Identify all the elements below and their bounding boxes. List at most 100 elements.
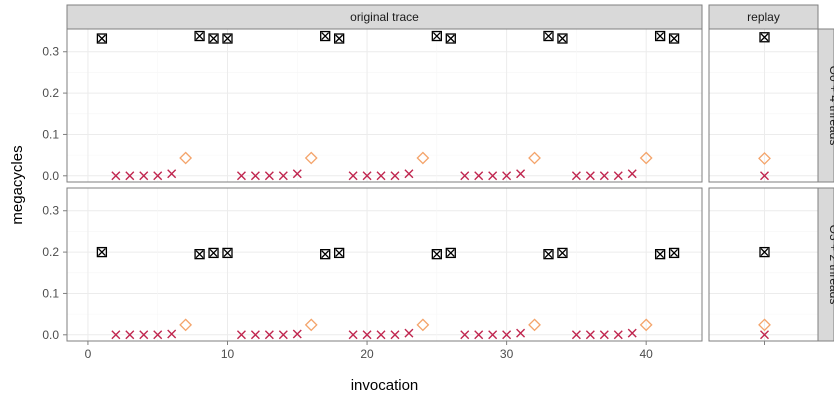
point-boxed-x-cross	[656, 250, 665, 259]
point-boxed-x-cross	[335, 34, 344, 43]
point-x	[125, 171, 135, 181]
y-tick-label: 0.2	[42, 86, 59, 100]
point-boxed-x-cross	[544, 32, 553, 40]
point-x	[404, 169, 414, 179]
point-boxed-x-square	[208, 247, 219, 259]
point-boxed-x-square	[431, 30, 442, 42]
point-boxed-x	[320, 30, 331, 42]
point-boxed-x-square	[668, 247, 680, 259]
point-x	[167, 169, 177, 179]
point-x	[139, 330, 149, 340]
point-boxed-x-square	[194, 249, 205, 260]
point-boxed-x-cross	[209, 248, 218, 257]
point-x	[460, 171, 470, 181]
point-x	[585, 171, 595, 181]
point-diamond	[639, 151, 653, 165]
point-diamond	[758, 152, 771, 165]
point-boxed-x-square	[759, 246, 770, 258]
point-boxed-x-square	[759, 32, 770, 43]
point-diamond	[304, 151, 318, 165]
point-boxed-x-cross	[446, 34, 455, 43]
point-x	[292, 329, 302, 339]
point-diamond	[304, 318, 318, 332]
y-tick-label: 0.0	[42, 169, 59, 183]
point-x	[474, 330, 484, 340]
point-boxed-x	[668, 33, 680, 44]
point-boxed-x	[654, 249, 666, 260]
point-x	[760, 171, 769, 181]
point-boxed-x-cross	[209, 34, 218, 43]
point-boxed-x-square	[333, 247, 345, 259]
x-axis-title: invocation	[351, 377, 419, 394]
point-x	[153, 171, 163, 181]
point-boxed-x-square	[320, 30, 331, 42]
point-boxed-x	[654, 30, 666, 42]
point-x	[250, 171, 260, 181]
point-boxed-x	[543, 249, 554, 260]
point-boxed-x	[222, 33, 233, 44]
y-tick-label: 0.3	[42, 45, 59, 59]
point-x	[348, 171, 358, 181]
row-strip-label: O0 + 4 threads	[827, 66, 834, 146]
panel-background	[67, 29, 702, 182]
point-x	[236, 171, 246, 181]
point-x	[760, 330, 769, 340]
point-x	[236, 330, 246, 340]
point-diamond	[179, 318, 193, 332]
y-tick-label: 0.3	[42, 204, 59, 218]
point-boxed-x	[668, 247, 680, 259]
point-x	[599, 171, 609, 181]
point-diamond	[758, 318, 771, 332]
point-x	[502, 171, 512, 181]
point-boxed-x	[208, 33, 219, 44]
point-boxed-x-cross	[656, 32, 665, 40]
point-boxed-x-square	[431, 249, 442, 260]
point-boxed-x	[557, 33, 568, 44]
point-boxed-x	[333, 33, 345, 44]
point-x	[125, 330, 135, 340]
point-boxed-x-cross	[223, 248, 232, 257]
point-boxed-x	[96, 246, 108, 258]
point-x	[362, 171, 372, 181]
point-boxed-x	[759, 246, 770, 258]
point-x	[488, 330, 498, 340]
x-tick-label: 10	[221, 347, 235, 361]
panel-background	[67, 188, 702, 341]
point-boxed-x-cross	[321, 250, 330, 259]
point-x	[488, 171, 498, 181]
point-boxed-x-square	[445, 247, 456, 259]
point-boxed-x-cross	[223, 34, 232, 43]
y-tick-label: 0.2	[42, 245, 59, 259]
point-diamond	[179, 151, 193, 165]
point-diamond	[528, 151, 541, 165]
point-boxed-x	[194, 249, 205, 260]
point-x	[627, 169, 637, 179]
panel-background	[709, 29, 818, 182]
point-boxed-x	[222, 247, 233, 259]
point-boxed-x-cross	[432, 250, 441, 259]
y-tick-label: 0.0	[42, 328, 59, 342]
point-x	[139, 171, 149, 181]
point-boxed-x-square	[557, 33, 568, 44]
point-x	[362, 330, 372, 340]
point-boxed-x-cross	[321, 32, 330, 40]
row-strip-label: O3 + 2 threads	[827, 225, 834, 305]
y-tick-label: 0.1	[42, 127, 59, 141]
point-boxed-x-square	[445, 33, 456, 44]
point-x	[627, 328, 637, 338]
point-boxed-x-cross	[558, 34, 567, 43]
column-strip-label: original trace	[350, 10, 419, 24]
point-x	[278, 171, 288, 181]
point-boxed-x	[333, 247, 345, 259]
point-boxed-x-square	[668, 33, 680, 44]
point-x	[613, 330, 623, 340]
point-boxed-x-cross	[544, 250, 553, 259]
point-boxed-x-square	[320, 249, 331, 260]
point-boxed-x	[96, 33, 108, 44]
panel-background	[709, 188, 818, 341]
point-boxed-x-square	[543, 30, 554, 42]
point-boxed-x-square	[96, 33, 108, 44]
point-x	[292, 169, 302, 179]
point-x	[153, 330, 163, 340]
point-boxed-x-cross	[760, 248, 769, 257]
